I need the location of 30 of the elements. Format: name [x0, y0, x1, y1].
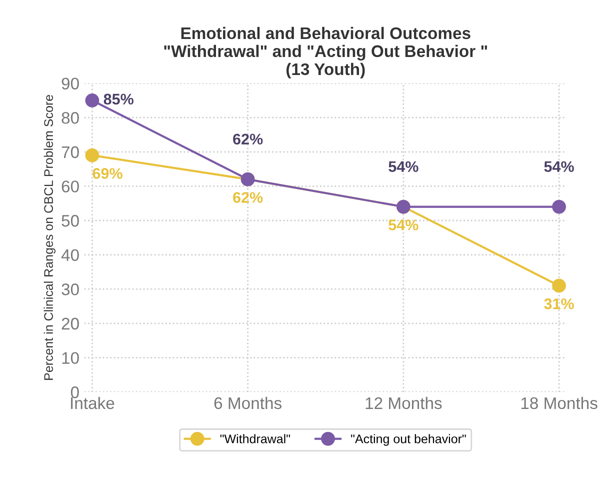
data-label: 54% [544, 161, 574, 172]
data-label: 62% [233, 192, 263, 203]
y-tick-label: 70 [62, 146, 79, 158]
data-label: 62% [233, 134, 263, 145]
x-tick-label: 12 Months [366, 396, 442, 410]
y-tick-label: 90 [62, 78, 79, 90]
data-label: 31% [544, 298, 574, 310]
y-tick-label: 10 [62, 352, 79, 364]
y-tick-label: 30 [62, 284, 79, 296]
y-tick-label: 0 [70, 386, 79, 398]
y-tick-label: 80 [62, 112, 79, 124]
point [85, 94, 100, 108]
x-tick-label: Intake [71, 396, 114, 410]
x-tick-label: 6 Months [214, 396, 282, 410]
data-label: 85% [104, 94, 134, 105]
data-label: 69% [92, 168, 122, 179]
y-tick-label: 50 [62, 214, 79, 227]
y-tick-label: 40 [61, 249, 79, 262]
y-tick-label: 20 [62, 318, 79, 330]
y-axis-title: Percent in Clinical Ranges on CBCL Problem Score [44, 94, 56, 380]
data-label: 54% [388, 161, 418, 172]
point [552, 200, 566, 214]
y-tick-label: 60 [62, 180, 79, 192]
legend-label: "Acting out behavior" [351, 434, 466, 446]
point [552, 278, 566, 293]
chart-title: Emotional and Behavioral Outcomes "Withdrawal" and "Acting Out Behavior " (13 Youth) [164, 26, 488, 78]
legend-label: "Withdrawal" [220, 434, 290, 444]
point [85, 148, 100, 162]
x-tick-label: 18 Months [521, 396, 598, 410]
data-label: 54% [388, 220, 418, 230]
